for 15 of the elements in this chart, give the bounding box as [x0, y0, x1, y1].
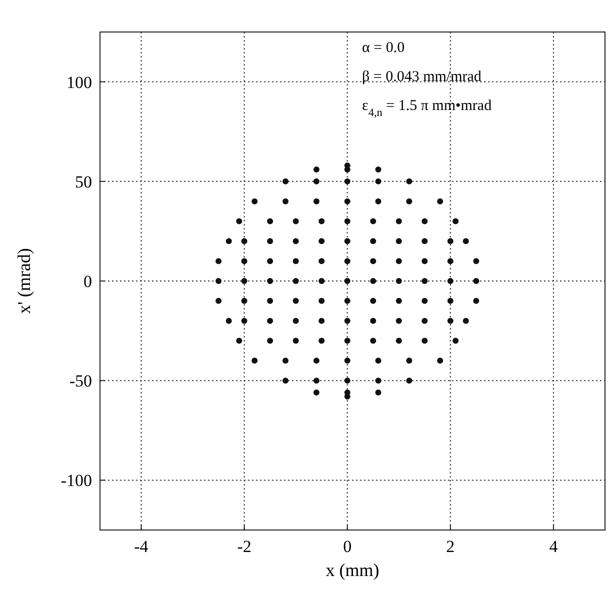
x-tick-label: 0 — [343, 537, 352, 556]
x-tick-label: -4 — [134, 537, 149, 556]
x-tick-label: 4 — [549, 537, 558, 556]
y-tick-label: -50 — [69, 372, 92, 391]
y-axis-title: x' (mrad) — [14, 248, 34, 314]
x-tick-label: -2 — [237, 537, 252, 556]
y-tick-label: 50 — [75, 172, 92, 192]
annotation: α = 0.0 — [362, 40, 405, 56]
y-tick-label: 100 — [66, 72, 92, 92]
x-axis-title: x (mm) — [326, 560, 380, 580]
annotation: ε$_{4,n}$ = 1.5 π mm•mrad — [362, 98, 492, 119]
y-tick-label: -100 — [60, 471, 92, 490]
x-tick-label: 2 — [446, 537, 455, 556]
y-tick-label: 0 — [84, 272, 92, 291]
annotation: β = 0.043 mm/mrad — [362, 69, 482, 85]
